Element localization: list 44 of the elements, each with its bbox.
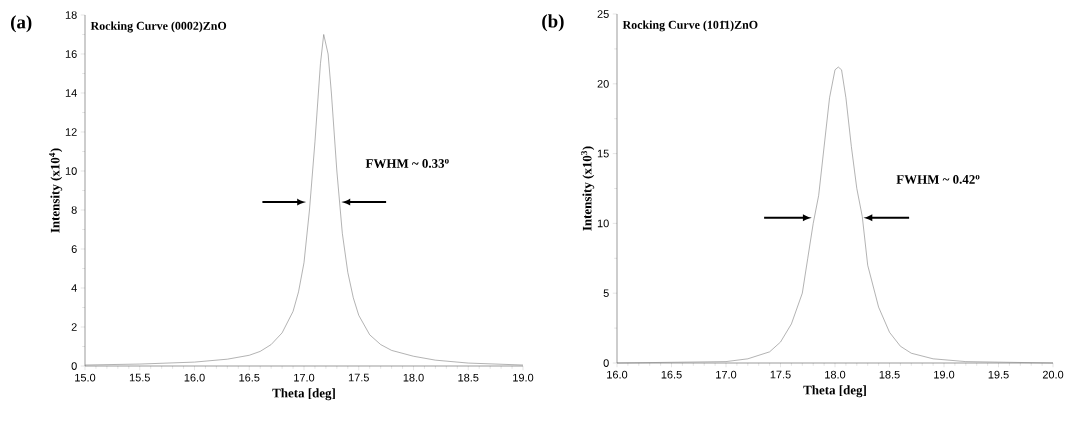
x-tick-label: 17.0 — [716, 370, 737, 379]
text: (a) — [11, 15, 32, 33]
y-tick-label: 16 — [65, 50, 77, 58]
y-tick-label: 12 — [65, 128, 77, 136]
y-tick-label: 5 — [603, 289, 609, 298]
y-tick-label: 14 — [65, 89, 77, 97]
y-tick-label: 0 — [71, 362, 77, 370]
y-tick-label: 10 — [65, 167, 77, 175]
x-tick-label: 17.0 — [294, 373, 315, 382]
y-tick-label: 2 — [71, 323, 77, 331]
x-tick-label: 19.5 — [988, 370, 1009, 379]
x-tick-label: 16.5 — [239, 373, 260, 382]
y-tick-label: 8 — [71, 206, 77, 214]
y-tick-label: 20 — [597, 79, 609, 88]
annotation: FWHM ~ 0.42$^{o}$ — [896, 175, 980, 184]
x-tick-label: 18.0 — [825, 370, 846, 379]
x-tick-label: 16.0 — [607, 370, 628, 379]
x-axis-title: Theta [deg] — [803, 385, 866, 398]
x-tick-label: 15.0 — [75, 373, 96, 382]
y-tick-label: 10 — [597, 219, 609, 228]
chart-title: Rocking Curve (0002)ZnO — [90, 21, 227, 33]
x-tick-label: 16.5 — [661, 370, 682, 379]
x-tick-label: 18.5 — [879, 370, 900, 379]
x-tick-label: 17.5 — [348, 373, 369, 382]
x-tick-label: 20.0 — [1042, 370, 1064, 379]
annotation: FWHM ~ 0.33$^{o}$ — [365, 159, 449, 168]
y-axis-title: Intensity (x10$^{3}$) — [581, 146, 595, 231]
y-tick-label: 4 — [71, 284, 77, 292]
y-tick-label: 25 — [597, 10, 609, 18]
y-tick-label: 6 — [71, 245, 77, 253]
x-tick-label: 19.0 — [513, 373, 534, 382]
x-tick-label: 19.0 — [934, 370, 955, 379]
text: (b) — [542, 14, 564, 32]
y-tick-label: 18 — [65, 11, 77, 19]
chart-title: Rocking Curve (101̄1)ZnO — [622, 20, 758, 32]
x-tick-label: 15.5 — [129, 373, 150, 382]
x-tick-label: 16.0 — [184, 373, 205, 382]
y-tick-label: 15 — [597, 149, 609, 158]
y-tick-label: 0 — [603, 359, 609, 367]
x-tick-label: 18.0 — [403, 373, 424, 382]
x-axis-title: Theta [deg] — [272, 388, 335, 401]
x-tick-label: 18.5 — [458, 373, 479, 382]
y-axis-title: Intensity (x10$^{4}$) — [49, 148, 63, 233]
x-tick-label: 17.5 — [770, 370, 791, 379]
